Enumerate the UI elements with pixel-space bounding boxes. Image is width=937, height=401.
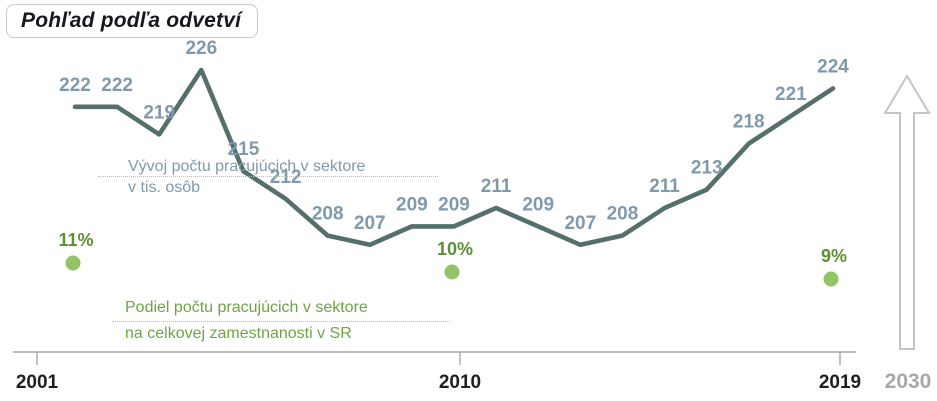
future-year-label: 2030 <box>884 370 932 393</box>
data-label: 222 <box>101 75 133 96</box>
share-percent-label: 11% <box>58 230 93 250</box>
data-label: 207 <box>564 213 596 234</box>
x-axis-tick-label: 2010 <box>439 372 481 393</box>
data-label: 207 <box>354 213 386 234</box>
x-axis-tick-label: 2001 <box>16 372 59 393</box>
data-label: 208 <box>312 204 344 225</box>
data-label: 218 <box>733 112 765 133</box>
data-label: 209 <box>522 194 554 215</box>
share-series-label-line2: na celkovej zamestnanosti v SR <box>125 325 352 342</box>
data-label: 222 <box>59 75 91 96</box>
trend-series-label-line1: Vývoj počtu pracujúcich v sektore <box>128 158 366 175</box>
data-label: 224 <box>817 56 849 77</box>
chart-title-box: Pohľad podľa odvetví <box>6 4 258 38</box>
data-label: 226 <box>185 38 217 59</box>
share-percent-label: 9% <box>821 246 847 266</box>
data-label: 211 <box>649 176 680 197</box>
share-leader-line <box>112 321 450 322</box>
data-label: 215 <box>228 139 260 160</box>
data-label: 211 <box>481 176 512 197</box>
trend-leader-line <box>98 176 438 177</box>
x-axis-tick-label: 2019 <box>819 372 861 393</box>
share-series-label: Podiel počtu pracujúcich v sektore na ce… <box>125 295 368 347</box>
trend-series-label: Vývoj počtu pracujúcich v sektore v tis.… <box>128 156 365 198</box>
share-series-label-line1: Podiel počtu pracujúcich v sektore <box>125 299 368 316</box>
trend-line <box>72 67 836 248</box>
data-label: 212 <box>270 167 302 188</box>
data-label: 221 <box>775 84 807 105</box>
share-dot <box>444 264 460 280</box>
share-percent-label: 10% <box>437 239 473 259</box>
data-label: 208 <box>607 204 639 225</box>
trend-series-label-line2: v tis. osôb <box>128 179 201 196</box>
share-dot <box>65 255 81 271</box>
data-label: 209 <box>438 194 470 215</box>
data-label: 209 <box>396 194 428 215</box>
share-dot <box>823 271 839 287</box>
data-label: 213 <box>691 158 723 179</box>
data-label: 219 <box>143 102 175 123</box>
chart-title: Pohľad podľa odvetví <box>21 9 242 32</box>
growth-arrow-icon <box>883 74 931 350</box>
